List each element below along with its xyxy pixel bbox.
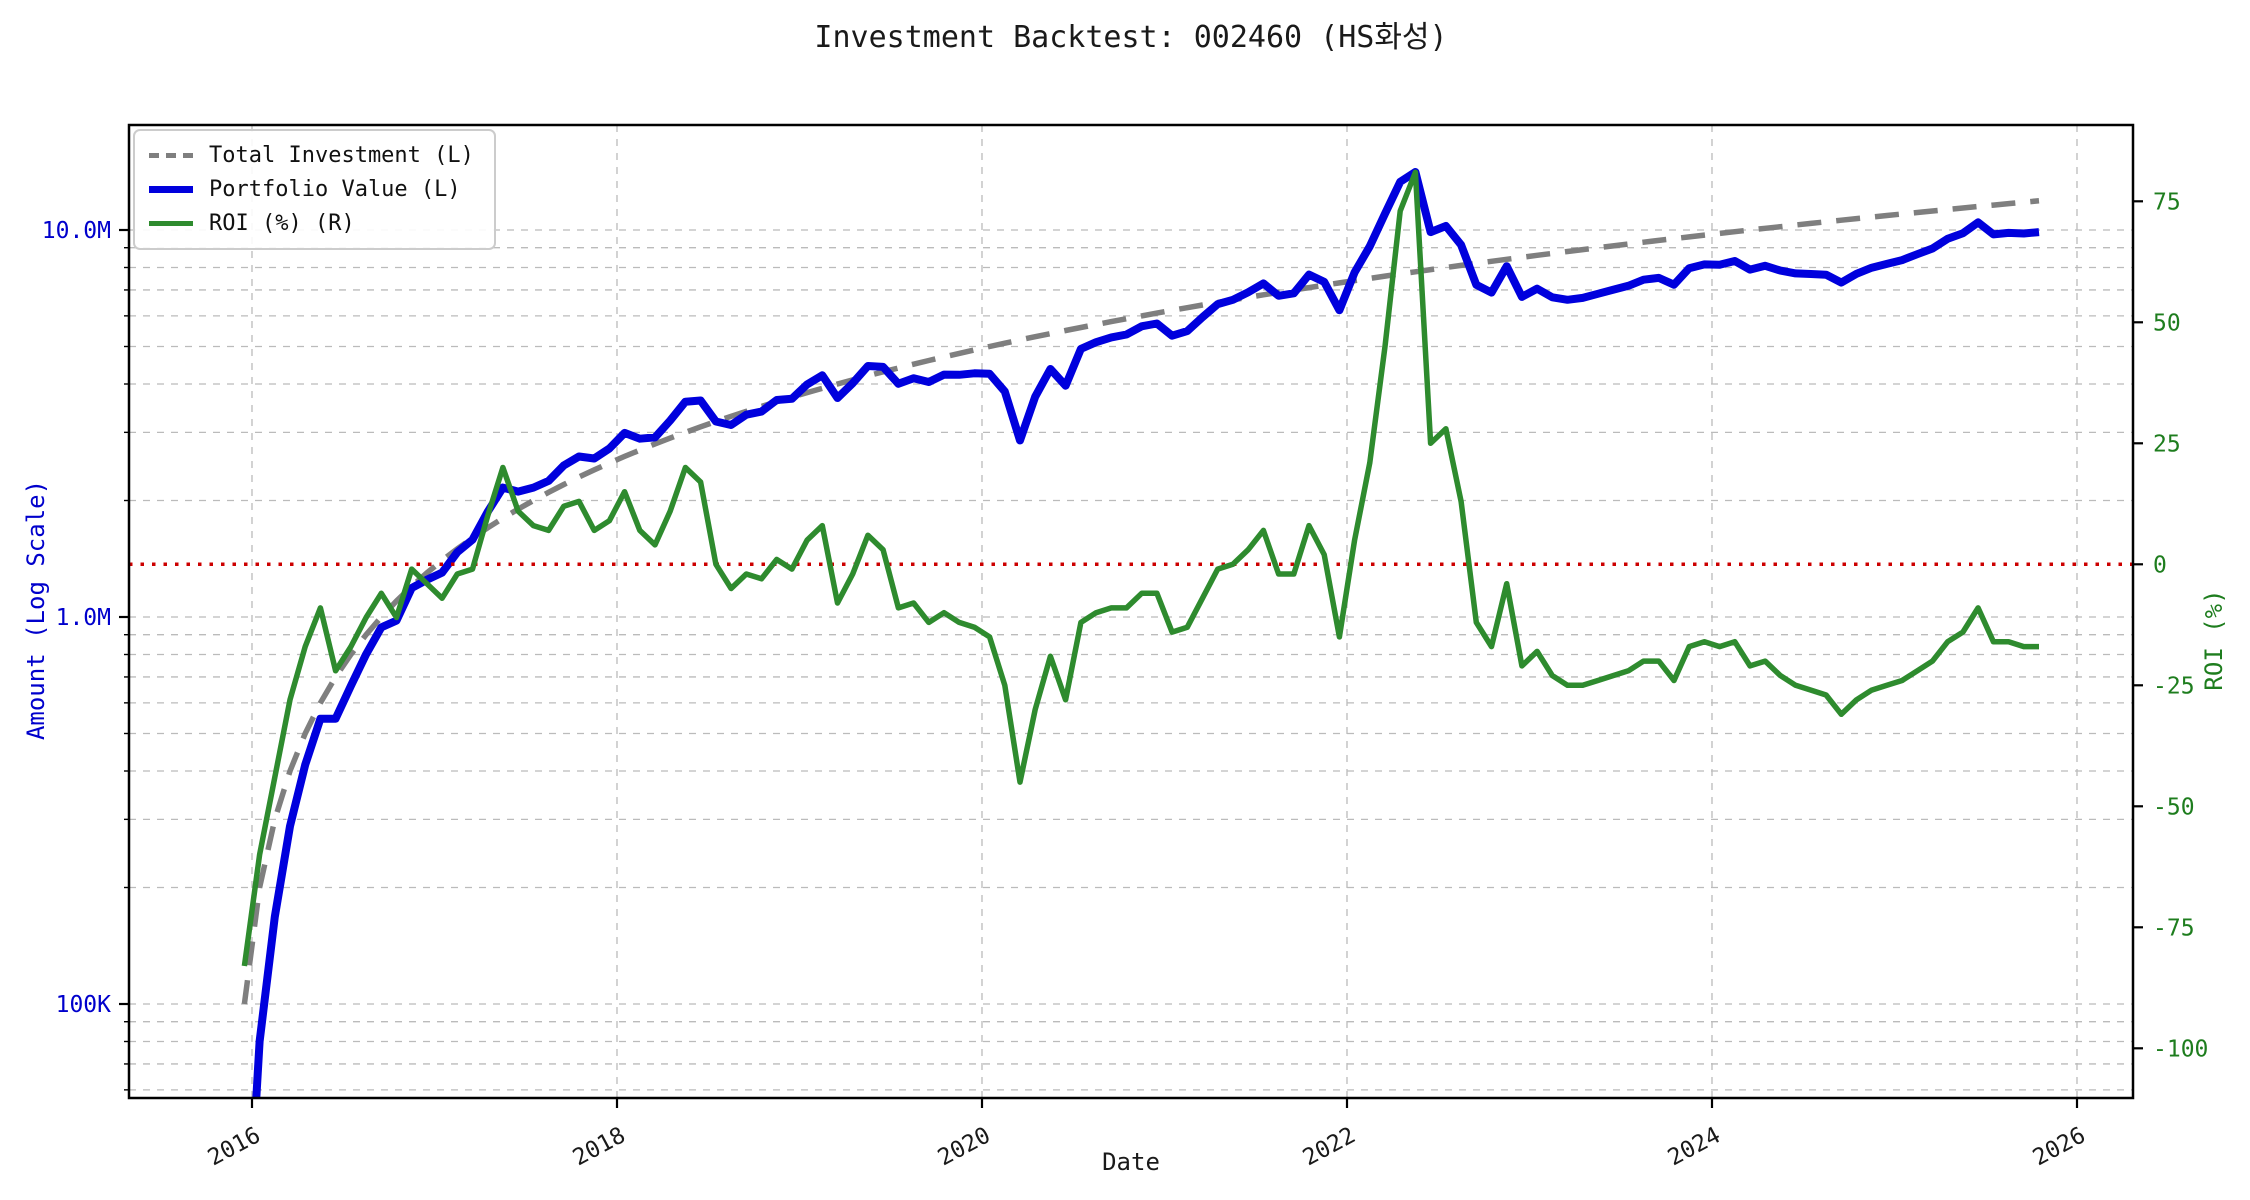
legend-item-roi: ROI (%) (R) — [149, 211, 474, 236]
legend-label-roi: ROI (%) (R) — [209, 211, 355, 236]
total-investment-line — [241, 198, 2040, 1005]
y-axis-left-title: Amount (Log Scale) — [22, 479, 50, 741]
legend-label-total-investment: Total Investment (L) — [209, 143, 474, 168]
y-left-tick-label: 1.0M — [56, 605, 111, 631]
y-right-tick-label: 0 — [2153, 552, 2167, 578]
legend-swatch-total-investment — [149, 153, 193, 158]
roi-line — [241, 169, 2039, 967]
portfolio-value-line — [252, 168, 2040, 1098]
y-right-tick-label: 75 — [2153, 189, 2181, 215]
y-left-tick-label: 10.0M — [42, 218, 111, 244]
y-right-tick-label: -75 — [2153, 915, 2195, 941]
x-axis-title: Date — [1102, 1148, 1160, 1176]
y-right-tick-label: -25 — [2153, 673, 2195, 699]
legend-item-total-investment: Total Investment (L) — [149, 143, 474, 168]
y-right-tick-label: 50 — [2153, 310, 2181, 336]
y-left-tick-label: 100K — [56, 992, 112, 1018]
plot-border — [127, 123, 2135, 1100]
y-right-tick-label: -100 — [2153, 1036, 2208, 1062]
chart-title: Investment Backtest: 002460 (HS화성) — [814, 20, 1448, 55]
legend-item-portfolio-value: Portfolio Value (L) — [149, 177, 474, 202]
legend: Total Investment (L) Portfolio Value (L)… — [133, 129, 496, 250]
y-right-tick-label: 25 — [2153, 431, 2181, 457]
legend-swatch-portfolio-value — [149, 186, 193, 193]
legend-label-portfolio-value: Portfolio Value (L) — [209, 177, 461, 202]
y-axis-right-title: ROI (%) — [2200, 589, 2228, 691]
legend-swatch-roi — [149, 221, 193, 226]
y-right-tick-label: -50 — [2153, 794, 2195, 820]
